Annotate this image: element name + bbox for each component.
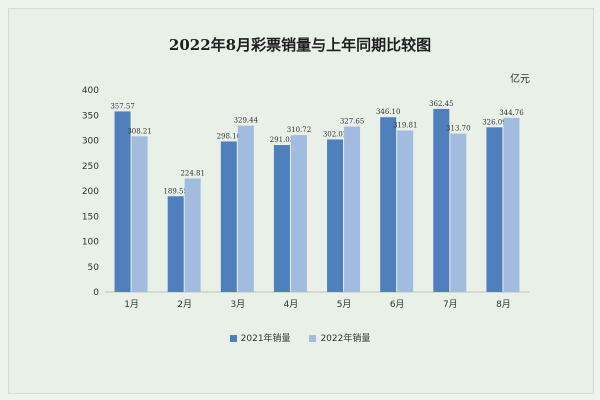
legend-label-2021: 2021年销量: [240, 334, 291, 344]
data-label: 357.57: [110, 102, 135, 110]
data-label: 310.72: [287, 126, 312, 134]
x-tick-label: 6月: [390, 299, 405, 310]
x-tick-label: 1月: [124, 299, 139, 310]
data-label: 362.45: [429, 100, 454, 108]
bar-2021: [486, 127, 503, 292]
data-label: 224.81: [180, 169, 205, 177]
bar-2022: [237, 125, 254, 292]
legend: 2021年销量 2022年销量: [0, 331, 600, 344]
x-tick-label: 8月: [496, 299, 511, 310]
legend-swatch-2022: [309, 335, 317, 342]
y-tick-label: 350: [82, 111, 99, 121]
y-tick-label: 250: [82, 162, 99, 172]
y-tick-label: 400: [82, 86, 99, 96]
x-tick-label: 4月: [284, 299, 299, 310]
x-tick-label: 7月: [443, 299, 458, 310]
y-tick-label: 150: [82, 212, 99, 222]
data-label: 327.65: [340, 118, 365, 126]
data-label: 346.10: [376, 108, 401, 116]
legend-label-2022: 2022年销量: [320, 334, 371, 344]
bar-2022: [131, 136, 148, 292]
y-tick-label: 0: [93, 288, 99, 298]
data-label: 329.44: [234, 117, 259, 125]
x-tick-label: 3月: [230, 299, 245, 310]
x-tick-label: 5月: [337, 299, 352, 310]
legend-item-2022: 2022年销量: [309, 331, 370, 344]
bar-2022: [184, 178, 201, 292]
data-label: 344.76: [499, 109, 524, 117]
legend-item-2021: 2021年销量: [229, 331, 291, 344]
data-label: 302.02: [323, 130, 348, 138]
bar-2021: [273, 145, 290, 292]
y-tick-label: 300: [82, 137, 99, 147]
data-label: 326.09: [482, 118, 507, 126]
bar-2022: [290, 135, 307, 292]
bar-2022: [344, 126, 361, 293]
bar-2021: [327, 139, 344, 292]
data-label: 313.70: [446, 125, 471, 133]
bar-2021: [433, 108, 450, 292]
data-label: 298.10: [217, 132, 242, 140]
bar-2022: [397, 130, 414, 292]
bar-2022: [503, 117, 520, 292]
y-tick-label: 50: [88, 263, 100, 273]
bar-2022: [450, 133, 467, 292]
chart-title: 2022年8月彩票销量与上年同期比较图: [168, 36, 432, 54]
data-label: 319.81: [393, 121, 418, 129]
bar-2021: [380, 117, 397, 292]
y-tick-label: 100: [82, 238, 99, 248]
bar-2021: [167, 196, 184, 292]
data-label: 189.55: [163, 187, 188, 195]
x-tick-label: 2月: [177, 299, 192, 310]
unit-label: 亿元: [510, 74, 530, 85]
legend-swatch-2021: [229, 335, 237, 342]
bar-2021: [220, 141, 237, 292]
data-label: 308.21: [127, 127, 152, 135]
bar-2021: [114, 111, 131, 292]
data-label: 291.03: [270, 136, 295, 144]
y-tick-label: 200: [82, 187, 99, 197]
